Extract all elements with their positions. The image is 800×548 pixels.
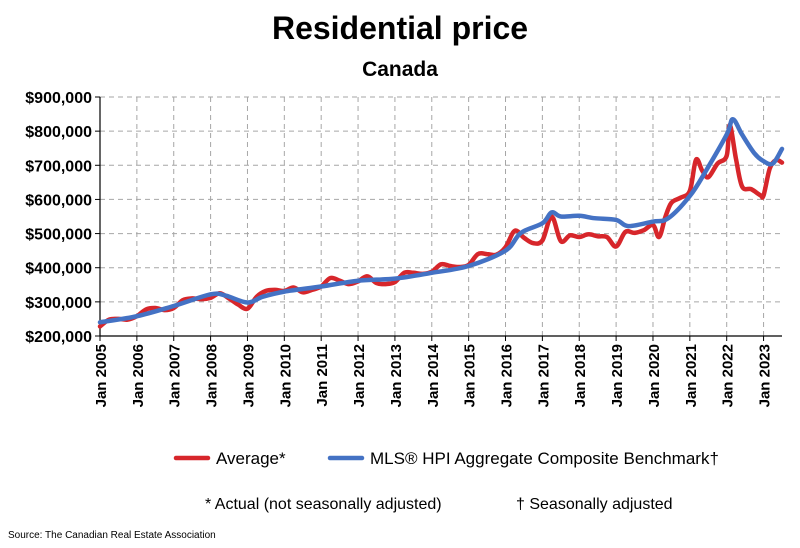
x-tick-label: Jan 2022 <box>720 344 737 407</box>
source-note: Source: The Canadian Real Estate Associa… <box>8 530 216 541</box>
x-tick-label: Jan 2014 <box>425 343 442 407</box>
y-tick-label: $300,000 <box>25 295 92 312</box>
series-lines <box>97 116 785 329</box>
grid <box>100 96 782 336</box>
y-tick-label: $700,000 <box>25 158 92 175</box>
x-tick-label: Jan 2010 <box>277 344 294 407</box>
x-tick-label: Jan 2023 <box>757 344 774 407</box>
series-line-hpi-benchmark <box>97 116 785 325</box>
footnote-seasonal: † Seasonally adjusted <box>516 496 673 513</box>
y-tick-label: $900,000 <box>25 90 92 107</box>
y-tick-label: $600,000 <box>25 192 92 209</box>
x-tick-label: Jan 2017 <box>535 344 552 407</box>
y-tick-label: $400,000 <box>25 261 92 278</box>
x-tick-label: Jan 2019 <box>609 344 626 407</box>
x-tick-label: Jan 2016 <box>499 344 516 407</box>
x-tick-label: Jan 2021 <box>683 344 700 407</box>
x-tick-label: Jan 2012 <box>351 344 368 407</box>
x-tick-label: Jan 2005 <box>93 344 110 407</box>
legend-label: MLS® HPI Aggregate Composite Benchmark† <box>370 449 719 468</box>
x-tick-label: Jan 2015 <box>462 344 479 407</box>
x-tick-label: Jan 2018 <box>572 344 589 407</box>
y-tick-label: $200,000 <box>25 329 92 346</box>
legend-label: Average* <box>216 449 286 468</box>
x-tick-label: Jan 2007 <box>167 344 184 407</box>
x-tick-label: Jan 2011 <box>314 344 331 407</box>
axes: $200,000 $300,000 $400,000 $500,000 $600,000… <box>25 90 782 407</box>
x-tick-label: Jan 2009 <box>240 344 257 407</box>
footnote-actual: * Actual (not seasonally adjusted) <box>205 496 442 513</box>
x-tick-label: Jan 2013 <box>388 344 405 407</box>
x-tick-label: Jan 2008 <box>204 344 221 407</box>
chart-subtitle: Canada <box>362 58 438 81</box>
chart-title: Residential price <box>271 10 529 46</box>
legend: Average* MLS® HPI Aggregate Composite Ben… <box>173 449 719 468</box>
y-tick-label: $500,000 <box>25 227 92 244</box>
y-tick-label: $800,000 <box>25 124 92 141</box>
x-tick-label: Jan 2020 <box>646 344 663 407</box>
x-tick-label: Jan 2006 <box>130 344 147 407</box>
